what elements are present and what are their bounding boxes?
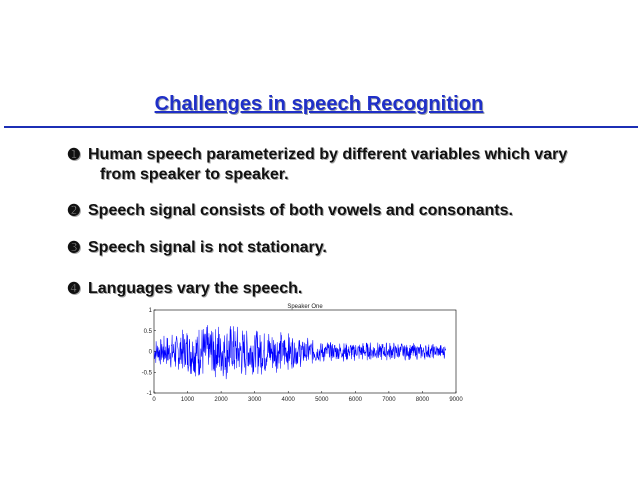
x-tick-label: 9000 xyxy=(449,397,463,403)
bullet-1-marker: ➊ xyxy=(68,146,80,162)
x-tick-label: 6000 xyxy=(349,397,363,403)
x-tick-label: 8000 xyxy=(416,397,430,403)
x-tick-label: 7000 xyxy=(382,397,396,403)
bullet-3: ➌ Speech signal is not stationary. xyxy=(68,237,327,258)
x-tick-label: 3000 xyxy=(248,397,262,403)
slide-title: Challenges in speech Recognition xyxy=(154,93,484,115)
y-tick-label: -0.5 xyxy=(142,370,153,376)
x-tick-label: 5000 xyxy=(315,397,329,403)
waveform-svg: Speaker One 0 1000 2000 3000 4000 5000 6000 7000… xyxy=(142,304,464,403)
y-tick-label: -1 xyxy=(147,391,153,397)
bullet-2-marker: ➋ xyxy=(68,202,80,218)
bullet-4-text: Languages vary the speech. xyxy=(88,280,303,297)
bullet-1-text-cont: from speaker to speaker. xyxy=(100,166,289,183)
bullet-2: ➋ Speech signal consists of both vowels a… xyxy=(68,200,513,221)
bullet-3-marker: ➌ xyxy=(68,239,80,255)
y-tick-label: 0.5 xyxy=(144,329,153,335)
bullet-4-marker: ➍ xyxy=(68,280,80,296)
bullet-3-text: Speech signal is not stationary. xyxy=(88,239,327,256)
x-tick-label: 2000 xyxy=(214,397,228,403)
title-rule xyxy=(4,126,638,128)
x-tick-label: 0 xyxy=(152,397,156,403)
y-tick-label: 1 xyxy=(149,308,153,314)
waveform-chart: Speaker One 0 1000 2000 3000 4000 5000 6000 7000… xyxy=(138,303,468,408)
chart-title: Speaker One xyxy=(287,304,323,310)
bullet-1: ➊ Human speech parameterized by different… xyxy=(68,144,567,185)
x-tick-label: 1000 xyxy=(181,397,195,403)
bullet-1-text: Human speech parameterized by different … xyxy=(88,146,568,163)
bullet-2-text: Speech signal consists of both vowels an… xyxy=(88,202,513,219)
bullet-4: ➍ Languages vary the speech. xyxy=(68,278,302,299)
x-tick-label: 4000 xyxy=(282,397,296,403)
waveform-series xyxy=(153,325,447,380)
y-tick-label: 0 xyxy=(149,350,153,356)
